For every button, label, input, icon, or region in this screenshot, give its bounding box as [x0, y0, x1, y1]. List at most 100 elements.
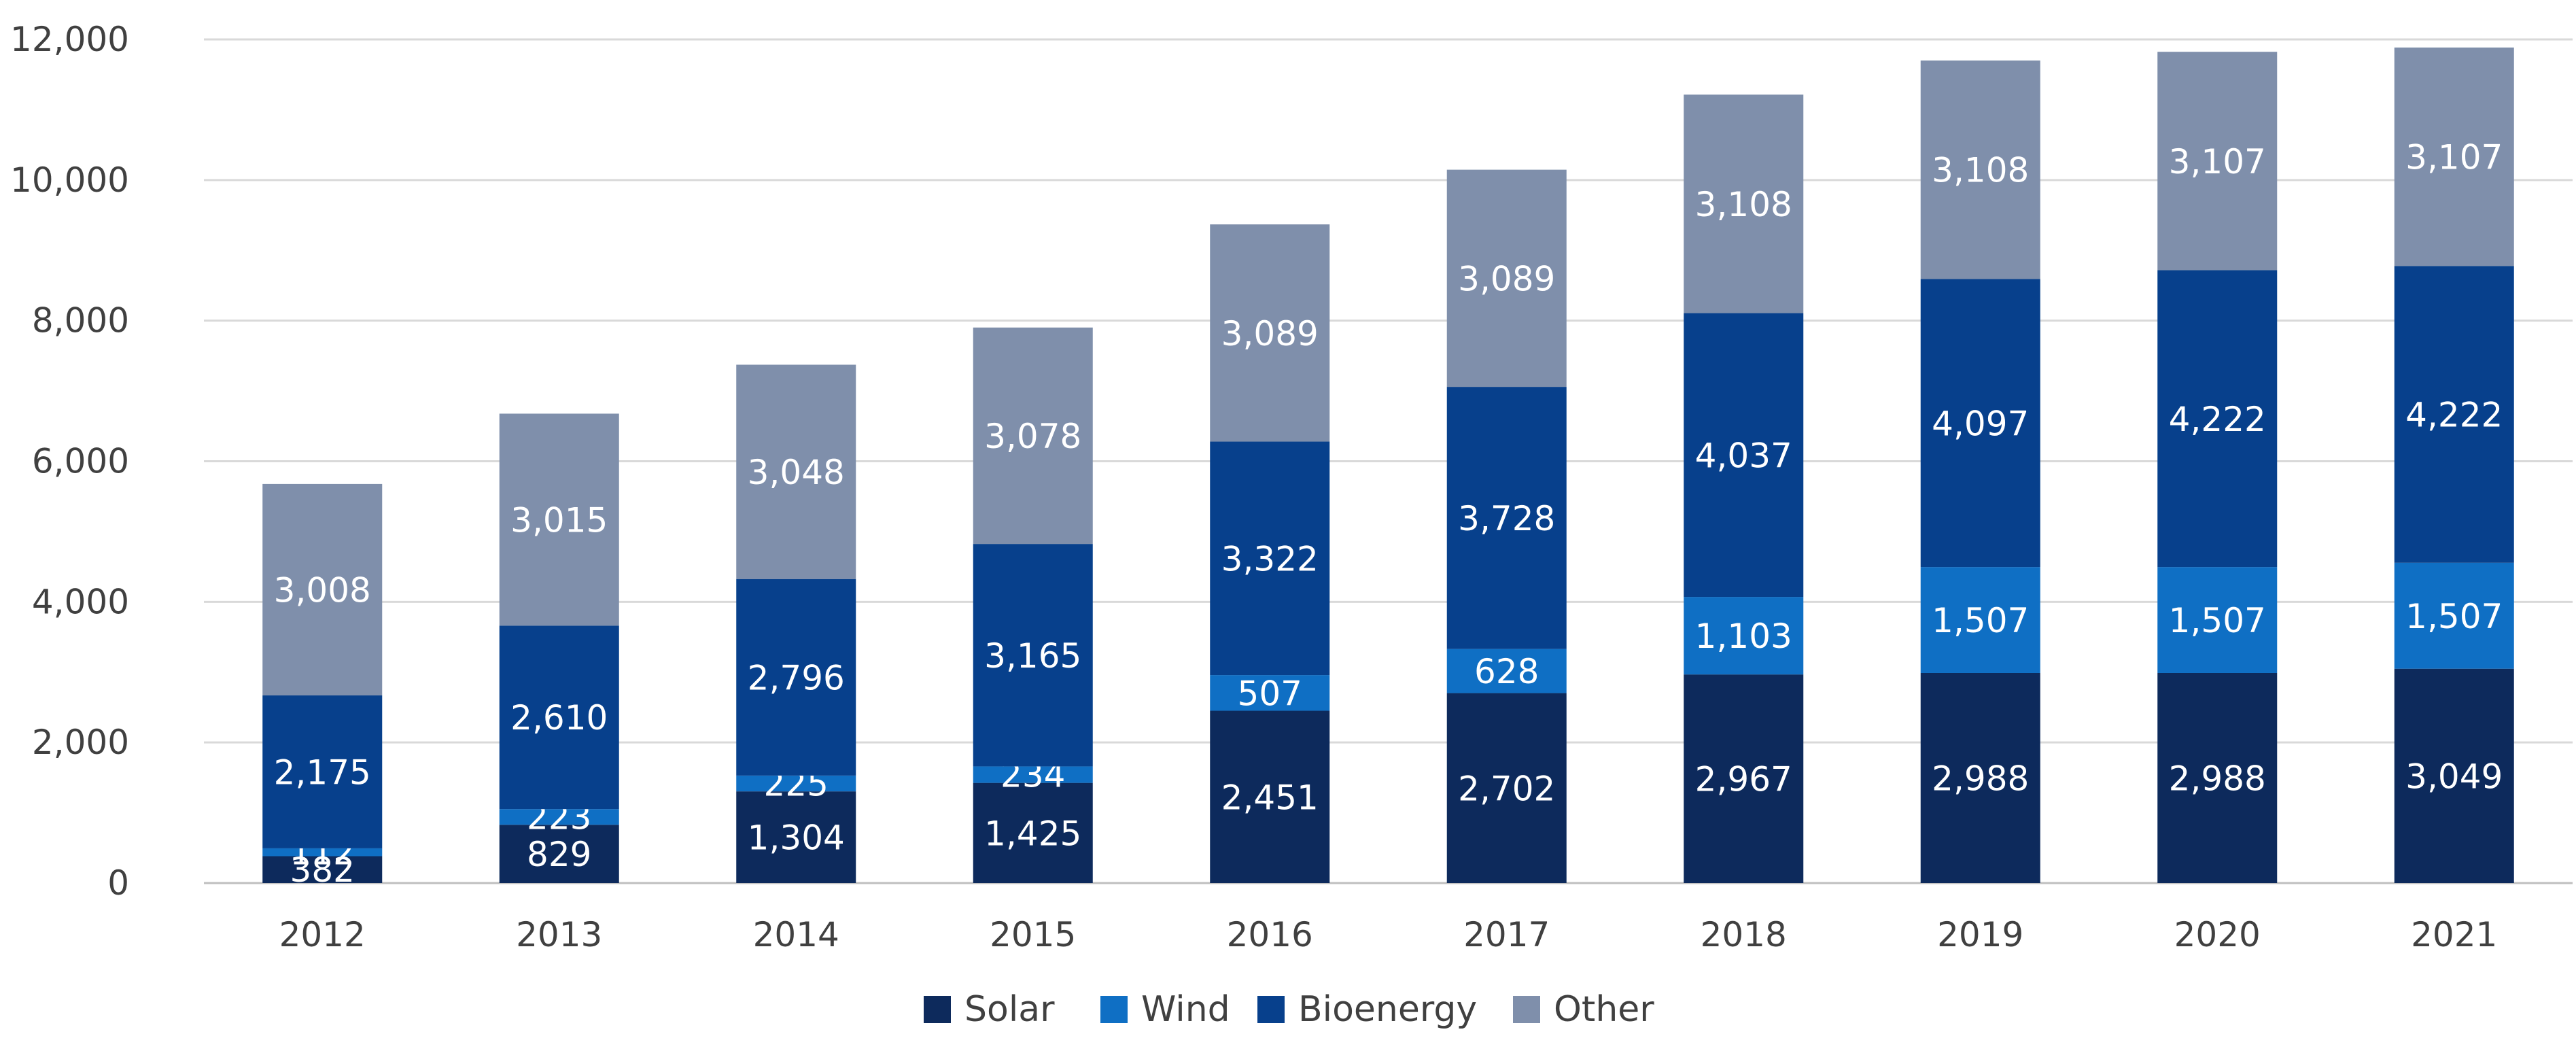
y-tick-label: 6,000 [32, 442, 129, 481]
data-label-solar: 1,304 [748, 818, 845, 858]
bar-segment-other [262, 483, 383, 695]
bar-segment-bioenergy [1446, 387, 1567, 649]
data-label-solar: 829 [527, 835, 591, 874]
legend-label-bioenergy: Bioenergy [1298, 989, 1477, 1030]
y-tick-label: 12,000 [10, 20, 129, 59]
bar-segment-bioenergy [2157, 270, 2278, 568]
data-label-solar: 2,967 [1695, 760, 1792, 799]
data-label-bioenergy: 4,037 [1695, 436, 1792, 475]
x-tick-label: 2021 [2411, 915, 2497, 954]
data-label-bioenergy: 3,728 [1458, 499, 1555, 538]
data-label-other: 3,048 [748, 453, 845, 492]
x-tick-label: 2020 [2174, 915, 2261, 954]
bar-segment-other [1684, 94, 1804, 313]
x-tick-label: 2019 [1937, 915, 2023, 954]
bar-segment-wind [499, 809, 619, 825]
bar-segment-bioenergy [2394, 266, 2514, 563]
bar-segment-solar [1920, 672, 2040, 883]
bar-segment-bioenergy [973, 544, 1093, 767]
legend-swatch-bioenergy [1257, 996, 1285, 1023]
x-tick-label: 2015 [990, 915, 1076, 954]
data-label-wind: 1,507 [2169, 601, 2266, 640]
data-label-other: 3,108 [1695, 185, 1792, 224]
legend-swatch-solar [924, 996, 951, 1023]
bar-segment-other [1920, 61, 2040, 279]
x-tick-label: 2018 [1701, 915, 1787, 954]
y-tick-label: 2,000 [32, 723, 129, 762]
x-tick-label: 2013 [516, 915, 602, 954]
bar-segment-bioenergy [1684, 313, 1804, 598]
bar-segment-bioenergy [1210, 441, 1330, 676]
bar-segment-wind [1920, 567, 2040, 673]
data-label-bioenergy: 4,222 [2405, 396, 2503, 435]
bar-segment-other [1210, 224, 1330, 442]
bar-segment-other [973, 327, 1093, 545]
data-label-solar: 2,702 [1458, 769, 1555, 808]
data-label-wind: 1,507 [1932, 601, 2029, 640]
x-tick-label: 2014 [753, 915, 839, 954]
data-label-other: 3,089 [1458, 259, 1555, 298]
bar-segment-wind [1446, 649, 1567, 693]
bar-segment-other [2157, 52, 2278, 271]
data-label-other: 3,107 [2405, 138, 2503, 177]
data-label-other: 3,107 [2169, 142, 2266, 182]
bar-segment-bioenergy [499, 625, 619, 810]
bar-segment-wind [1210, 675, 1330, 711]
data-label-wind: 628 [1474, 652, 1539, 691]
bar-segment-solar [736, 791, 856, 883]
x-tick-label: 2012 [279, 915, 366, 954]
bars: 3821122,1753,0088292232,6103,0151,304225… [262, 47, 2514, 890]
bar-segment-solar [2157, 672, 2278, 883]
data-label-bioenergy: 4,097 [1932, 404, 2029, 443]
data-label-solar: 2,451 [1221, 778, 1319, 817]
bar-segment-wind [2394, 562, 2514, 669]
data-label-bioenergy: 2,175 [274, 753, 371, 792]
data-label-solar: 3,049 [2405, 757, 2503, 796]
bar-segment-other [736, 364, 856, 579]
bar-segment-solar [1684, 674, 1804, 883]
y-tick-label: 10,000 [10, 160, 129, 200]
data-label-bioenergy: 4,222 [2169, 400, 2266, 439]
bar-segment-wind [262, 848, 383, 857]
data-label-bioenergy: 3,322 [1221, 539, 1319, 579]
data-label-other: 3,089 [1221, 314, 1319, 353]
data-label-wind: 1,507 [2405, 597, 2503, 636]
bar-segment-solar [2394, 668, 2514, 883]
data-label-wind: 507 [1238, 674, 1302, 713]
bar-segment-bioenergy [262, 695, 383, 848]
data-label-solar: 382 [290, 850, 355, 890]
bar-segment-wind [973, 766, 1093, 783]
data-label-solar: 2,988 [2169, 759, 2266, 798]
data-label-wind: 1,103 [1695, 617, 1792, 656]
bar-segment-other [499, 413, 619, 626]
data-label-bioenergy: 3,165 [984, 636, 1081, 676]
legend-label-wind: Wind [1141, 989, 1230, 1030]
x-axis: 2012 2013 2014 2015 2016 2017 2018 2019 2020 2021 [279, 915, 2498, 954]
legend-swatch-wind [1100, 996, 1128, 1023]
bar-segment-solar [499, 825, 619, 883]
bar-segment-wind [736, 775, 856, 792]
legend-label-other: Other [1554, 989, 1654, 1030]
data-label-bioenergy: 2,610 [510, 698, 608, 738]
bar-segment-other [2394, 47, 2514, 266]
bar-segment-bioenergy [736, 579, 856, 776]
bar-segment-wind [2157, 567, 2278, 673]
y-tick-label: 8,000 [32, 301, 129, 341]
y-axis: 0 2,000 4,000 6,000 8,000 10,000 12,000 [10, 20, 129, 903]
data-label-other: 3,078 [984, 417, 1081, 456]
data-label-solar: 1,425 [984, 814, 1081, 853]
bar-segment-solar [973, 782, 1093, 883]
data-label-other: 3,015 [510, 500, 608, 540]
legend-swatch-other [1513, 996, 1540, 1023]
legend-label-solar: Solar [964, 989, 1055, 1030]
bar-segment-bioenergy [1920, 279, 2040, 568]
y-tick-label: 0 [107, 863, 129, 903]
data-label-other: 3,108 [1932, 151, 2029, 190]
y-tick-label: 4,000 [32, 582, 129, 621]
bar-segment-other [1446, 169, 1567, 387]
x-tick-label: 2016 [1227, 915, 1313, 954]
bar-segment-solar [1210, 710, 1330, 883]
bar-segment-solar [1446, 693, 1567, 883]
x-tick-label: 2017 [1463, 915, 1550, 954]
